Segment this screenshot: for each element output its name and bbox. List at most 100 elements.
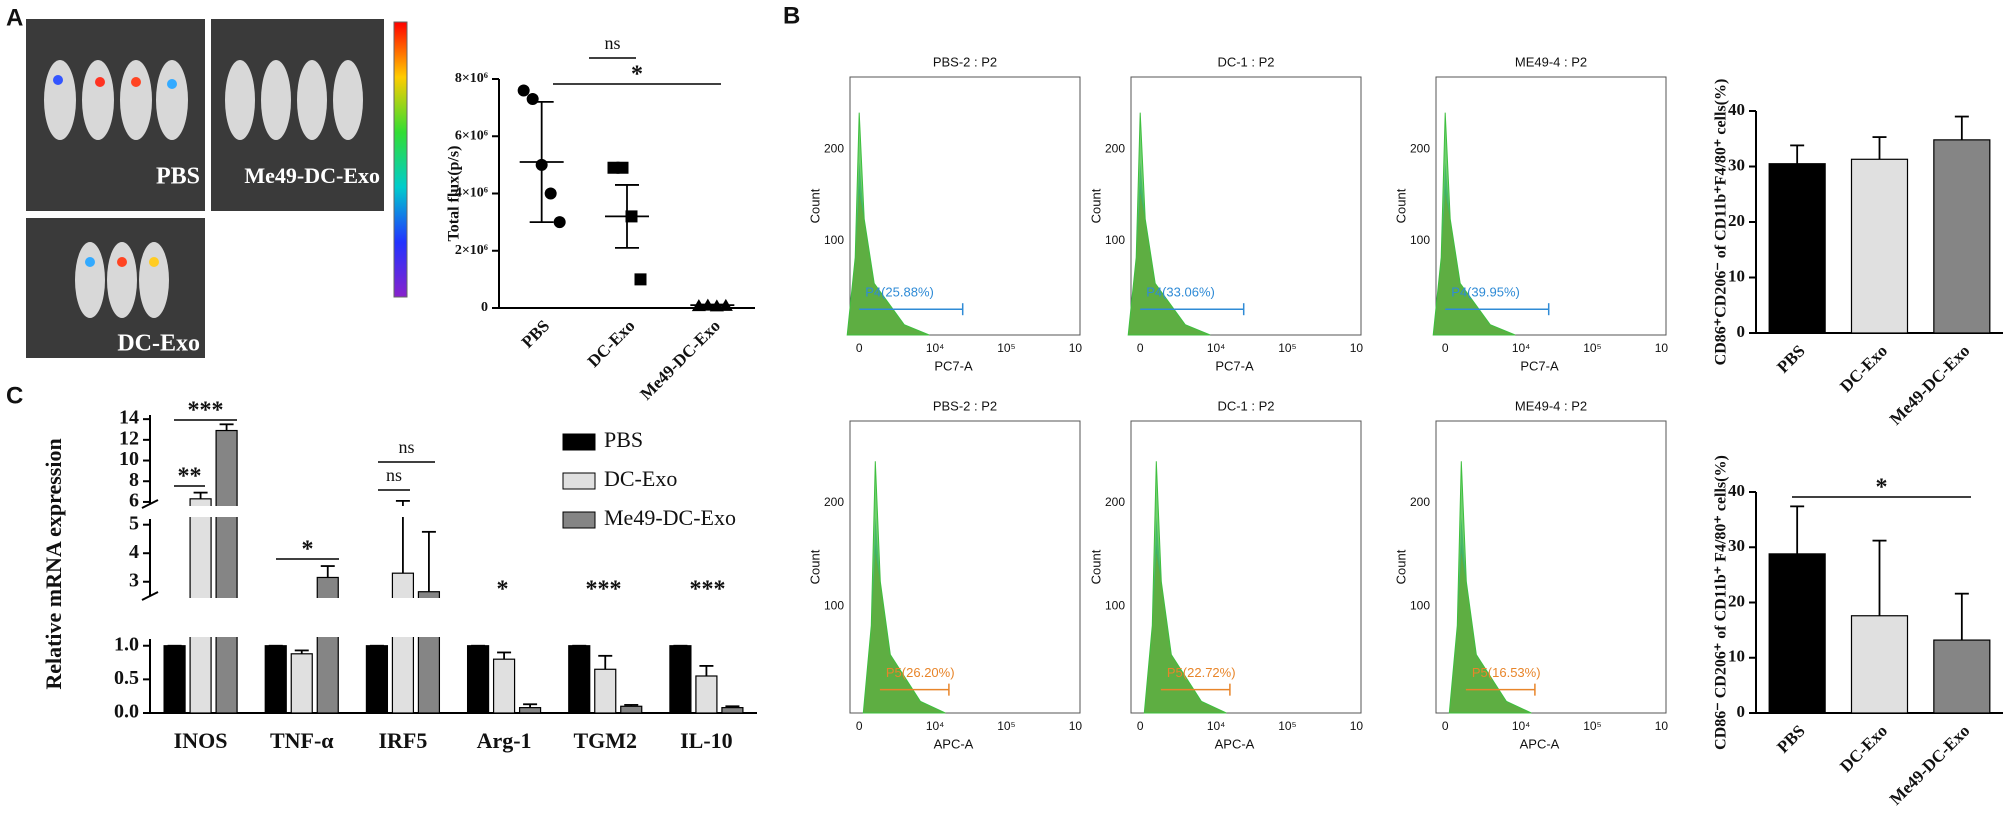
bar [518,707,542,714]
bar [1768,163,1826,334]
y-axis-label: Total flux(p/s) [446,146,463,242]
flow-y-tick: 200 [1410,141,1430,155]
y-tick-label: 6 [129,490,139,512]
flow-x-tick: 10⁴ [926,341,945,355]
gate-label: P4(25.88%) [865,285,934,300]
bar [1933,139,1991,334]
y-tick-label: 0 [481,300,488,315]
point [517,84,530,97]
flow-frame [1130,420,1362,714]
point [616,161,629,174]
axis-gap [152,506,759,517]
y-tick-label: 12 [119,427,139,449]
bar [568,645,591,714]
bar [163,645,186,714]
flow-y-tick: 100 [1105,599,1125,613]
y-tick-label: 30 [1728,155,1745,174]
flow-x-tick: 10⁵ [1583,719,1601,733]
x-tick-label: PBS [518,316,553,351]
flow-frame [1435,76,1667,336]
mouse-image: DC-Exo [26,218,205,358]
flow-x-label: APC-A [1215,736,1255,751]
y-tick-label: 8 [129,469,139,491]
bar [1850,615,1909,714]
flow-x-label: APC-A [934,736,974,751]
y-tick-label: 0 [1737,702,1746,721]
flow-title: ME49-4 : P2 [1515,54,1587,69]
y-tick-label: 2×10⁶ [455,243,488,258]
flow-x-tick: 0 [1442,719,1449,733]
bar [620,705,643,714]
x-tick-label: Me49-DC-Exo [636,316,724,404]
bar [290,653,313,714]
histogram [846,112,930,336]
flow-y-tick: 200 [824,141,844,155]
y-tick-label: 30 [1728,536,1745,555]
flow-x-tick: 10 [1655,719,1669,733]
gate-label: P5(16.53%) [1472,665,1541,680]
y-tick-label: 0.0 [114,701,139,723]
y-tick-label: 20 [1728,591,1745,610]
x-tick-label: TGM2 [573,728,637,753]
histogram [1432,112,1516,336]
flow-frame [1435,420,1667,714]
flow-y-tick: 100 [1410,233,1430,247]
y-tick-label: 4 [129,541,139,563]
significance-label: ns [386,465,402,485]
histogram [1143,461,1227,714]
flow-x-tick: 10 [1350,719,1364,733]
x-tick-label: INOS [174,728,228,753]
x-tick-label: IRF5 [378,728,427,753]
flow-title: DC-1 : P2 [1217,54,1274,69]
bar [1768,553,1826,714]
significance-label: ns [604,33,620,53]
flow-x-tick: 10⁵ [1278,341,1296,355]
y-axis-label: CD86⁺CD206⁻ of CD11b⁺F4/80⁺ cells(%) [1713,79,1730,366]
flow-title: DC-1 : P2 [1217,398,1274,413]
axis-break [141,591,159,601]
flow-y-tick: 100 [824,599,844,613]
panel-label: A [6,4,23,31]
histogram [1448,461,1532,714]
image-label: Me49-DC-Exo [244,163,380,188]
y-tick-label: 8×10⁶ [455,71,488,86]
significance-label: * [1876,475,1888,501]
flow-y-label: Count [1393,188,1408,223]
y-tick-label: 10 [1728,647,1745,666]
flow-y-label: Count [807,549,822,584]
bar [1933,639,1991,714]
flow-y-tick: 200 [824,495,844,509]
flow-x-tick: 0 [1137,341,1144,355]
x-tick-label: PBS [1773,721,1808,756]
flow-x-tick: 0 [856,341,863,355]
histogram [862,461,946,714]
gate-label: P5(26.20%) [886,665,955,680]
x-tick-label: DC-Exo [1836,341,1891,396]
flow-title: PBS-2 : P2 [933,54,997,69]
flow-x-label: PC7-A [1520,358,1559,373]
flow-frame [1130,76,1362,336]
flow-x-tick: 10⁵ [1583,341,1601,355]
flow-x-tick: 10 [1655,341,1669,355]
x-tick-label: IL-10 [680,728,733,753]
flow-x-tick: 10 [1350,341,1364,355]
image-label: PBS [156,164,200,190]
flow-x-tick: 10⁵ [1278,719,1296,733]
x-tick-label: DC-Exo [584,316,639,371]
flow-y-tick: 200 [1410,495,1430,509]
colorbar [393,21,408,298]
y-tick-label: 40 [1728,100,1745,119]
flow-x-label: PC7-A [1215,358,1254,373]
bar [594,668,617,714]
flow-y-label: Count [1088,188,1103,223]
flow-x-tick: 10⁴ [926,719,945,733]
flow-y-tick: 100 [1105,233,1125,247]
legend-label: PBS [604,427,643,452]
x-tick-label: Arg-1 [477,728,532,753]
x-tick-label: TNF-α [270,728,334,753]
flow-y-label: Count [1393,549,1408,584]
flow-frame [849,420,1081,714]
flow-x-tick: 10⁵ [997,719,1015,733]
bar [466,645,490,714]
